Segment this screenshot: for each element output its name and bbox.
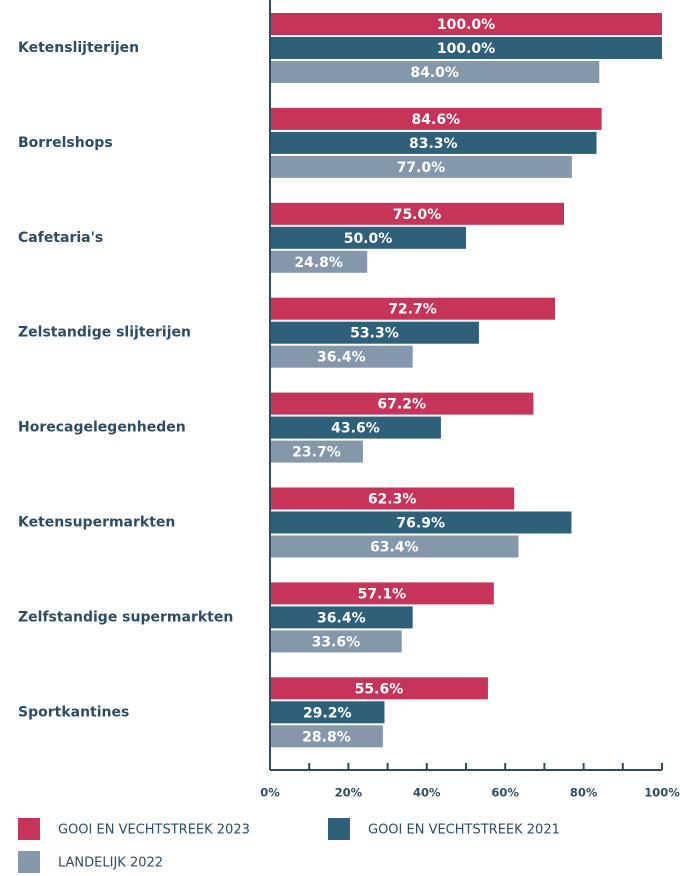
value-label: 72.7% [388, 302, 437, 318]
x-tick-label: 80% [570, 786, 598, 800]
bar [270, 250, 368, 273]
bar [270, 226, 466, 249]
bar [270, 131, 597, 154]
bar [270, 297, 555, 320]
category-label: Sportkantines [18, 704, 129, 720]
category-label: Borrelshops [18, 135, 113, 151]
legend-label: GOOI EN VECHTSTREEK 2021 [368, 823, 560, 838]
bar [270, 416, 441, 439]
value-label: 55.6% [355, 681, 404, 697]
category-label: Zelfstandige supermarkten [18, 609, 233, 625]
x-tick-label: 0% [260, 786, 280, 800]
value-label: 36.4% [317, 350, 366, 366]
legend-label: LANDELIJK 2022 [58, 856, 163, 871]
value-label: 63.4% [370, 540, 419, 556]
bar [270, 61, 600, 83]
value-label: 77.0% [397, 160, 446, 176]
bar [270, 582, 494, 605]
category-label: Cafetaria's [18, 230, 103, 246]
value-label: 84.6% [412, 112, 461, 128]
bar [270, 725, 383, 748]
value-label: 83.3% [409, 136, 458, 152]
value-label: 100.0% [437, 17, 495, 33]
value-label: 84.0% [410, 65, 459, 81]
value-label: 76.9% [396, 516, 445, 532]
value-label: 62.3% [368, 492, 417, 508]
bar [270, 392, 534, 415]
bar [270, 321, 479, 344]
value-label: 23.7% [292, 445, 341, 461]
bar [270, 13, 662, 35]
bar [270, 606, 413, 629]
value-label: 28.8% [302, 729, 351, 745]
legend-swatch [18, 818, 40, 840]
value-label: 43.6% [331, 421, 380, 437]
bar [270, 701, 385, 724]
value-label: 24.8% [294, 255, 343, 271]
legend-swatch [18, 851, 40, 873]
bar [270, 511, 572, 534]
value-label: 53.3% [350, 326, 399, 342]
value-label: 36.4% [317, 610, 366, 626]
bar [270, 155, 572, 178]
bar [270, 677, 488, 700]
bar [270, 202, 564, 225]
legend-label: GOOI EN VECHTSTREEK 2023 [58, 823, 250, 838]
x-tick-label: 60% [491, 786, 519, 800]
value-label: 50.0% [344, 231, 393, 247]
category-label: Ketensupermarkten [18, 515, 175, 531]
bar [270, 535, 519, 558]
bar [270, 440, 363, 463]
legend-swatch [328, 818, 350, 840]
value-label: 29.2% [303, 705, 352, 721]
bar [270, 37, 662, 59]
x-tick-label: 100% [644, 786, 680, 800]
bar [270, 487, 515, 510]
category-label: Horecagelegenheden [18, 420, 186, 436]
x-tick-label: 40% [413, 786, 441, 800]
category-label: Ketenslijterijen [18, 40, 139, 56]
bar [270, 630, 402, 653]
value-label: 67.2% [377, 397, 426, 413]
value-label: 57.1% [358, 586, 407, 602]
value-label: 33.6% [312, 634, 361, 650]
value-label: 100.0% [437, 41, 495, 57]
bar [270, 345, 413, 368]
value-label: 75.0% [393, 207, 442, 223]
x-tick-label: 20% [335, 786, 363, 800]
bar [270, 107, 602, 130]
category-label: Zelstandige slijterijen [18, 325, 191, 341]
